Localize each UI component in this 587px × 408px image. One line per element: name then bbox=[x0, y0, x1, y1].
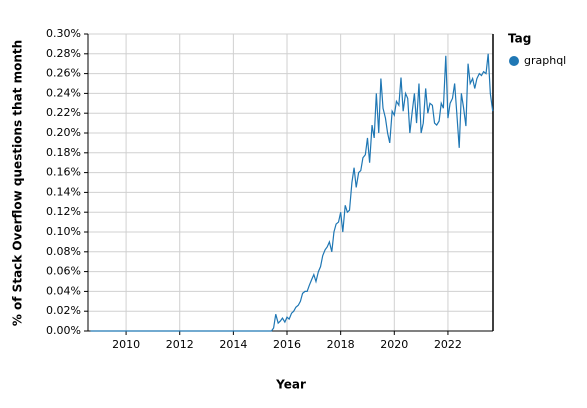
y-tick-label: 0.16% bbox=[46, 166, 81, 179]
y-tick-label: 0.14% bbox=[46, 185, 81, 198]
x-tick-label: 2020 bbox=[380, 338, 408, 351]
x-tick-label: 2022 bbox=[434, 338, 462, 351]
y-axis-label: % of Stack Overflow questions that month bbox=[11, 40, 25, 326]
y-tick-label: 0.06% bbox=[46, 265, 81, 278]
legend-marker bbox=[509, 56, 519, 66]
y-tick-label: 0.00% bbox=[46, 324, 81, 337]
x-tick-label: 2012 bbox=[166, 338, 194, 351]
y-tick-label: 0.24% bbox=[46, 86, 81, 99]
y-tick-label: 0.08% bbox=[46, 245, 81, 258]
x-axis-label: Year bbox=[275, 378, 306, 392]
x-tick-label: 2014 bbox=[219, 338, 247, 351]
y-tick-label: 0.22% bbox=[46, 106, 81, 119]
y-tick-label: 0.20% bbox=[46, 126, 81, 139]
y-tick-label: 0.26% bbox=[46, 67, 81, 80]
y-tick-label: 0.30% bbox=[46, 27, 81, 40]
y-tick-label: 0.18% bbox=[46, 146, 81, 159]
y-tick-label: 0.12% bbox=[46, 205, 81, 218]
y-tick-label: 0.02% bbox=[46, 304, 81, 317]
legend-title: Tag bbox=[508, 32, 531, 46]
x-tick-label: 2018 bbox=[327, 338, 355, 351]
x-tick-label: 2016 bbox=[273, 338, 301, 351]
data-line bbox=[90, 53, 494, 332]
legend-label: graphql bbox=[524, 54, 566, 67]
y-tick-label: 0.10% bbox=[46, 225, 81, 238]
y-tick-label: 0.04% bbox=[46, 284, 81, 297]
x-tick-label: 2010 bbox=[112, 338, 140, 351]
y-tick-label: 0.28% bbox=[46, 47, 81, 60]
